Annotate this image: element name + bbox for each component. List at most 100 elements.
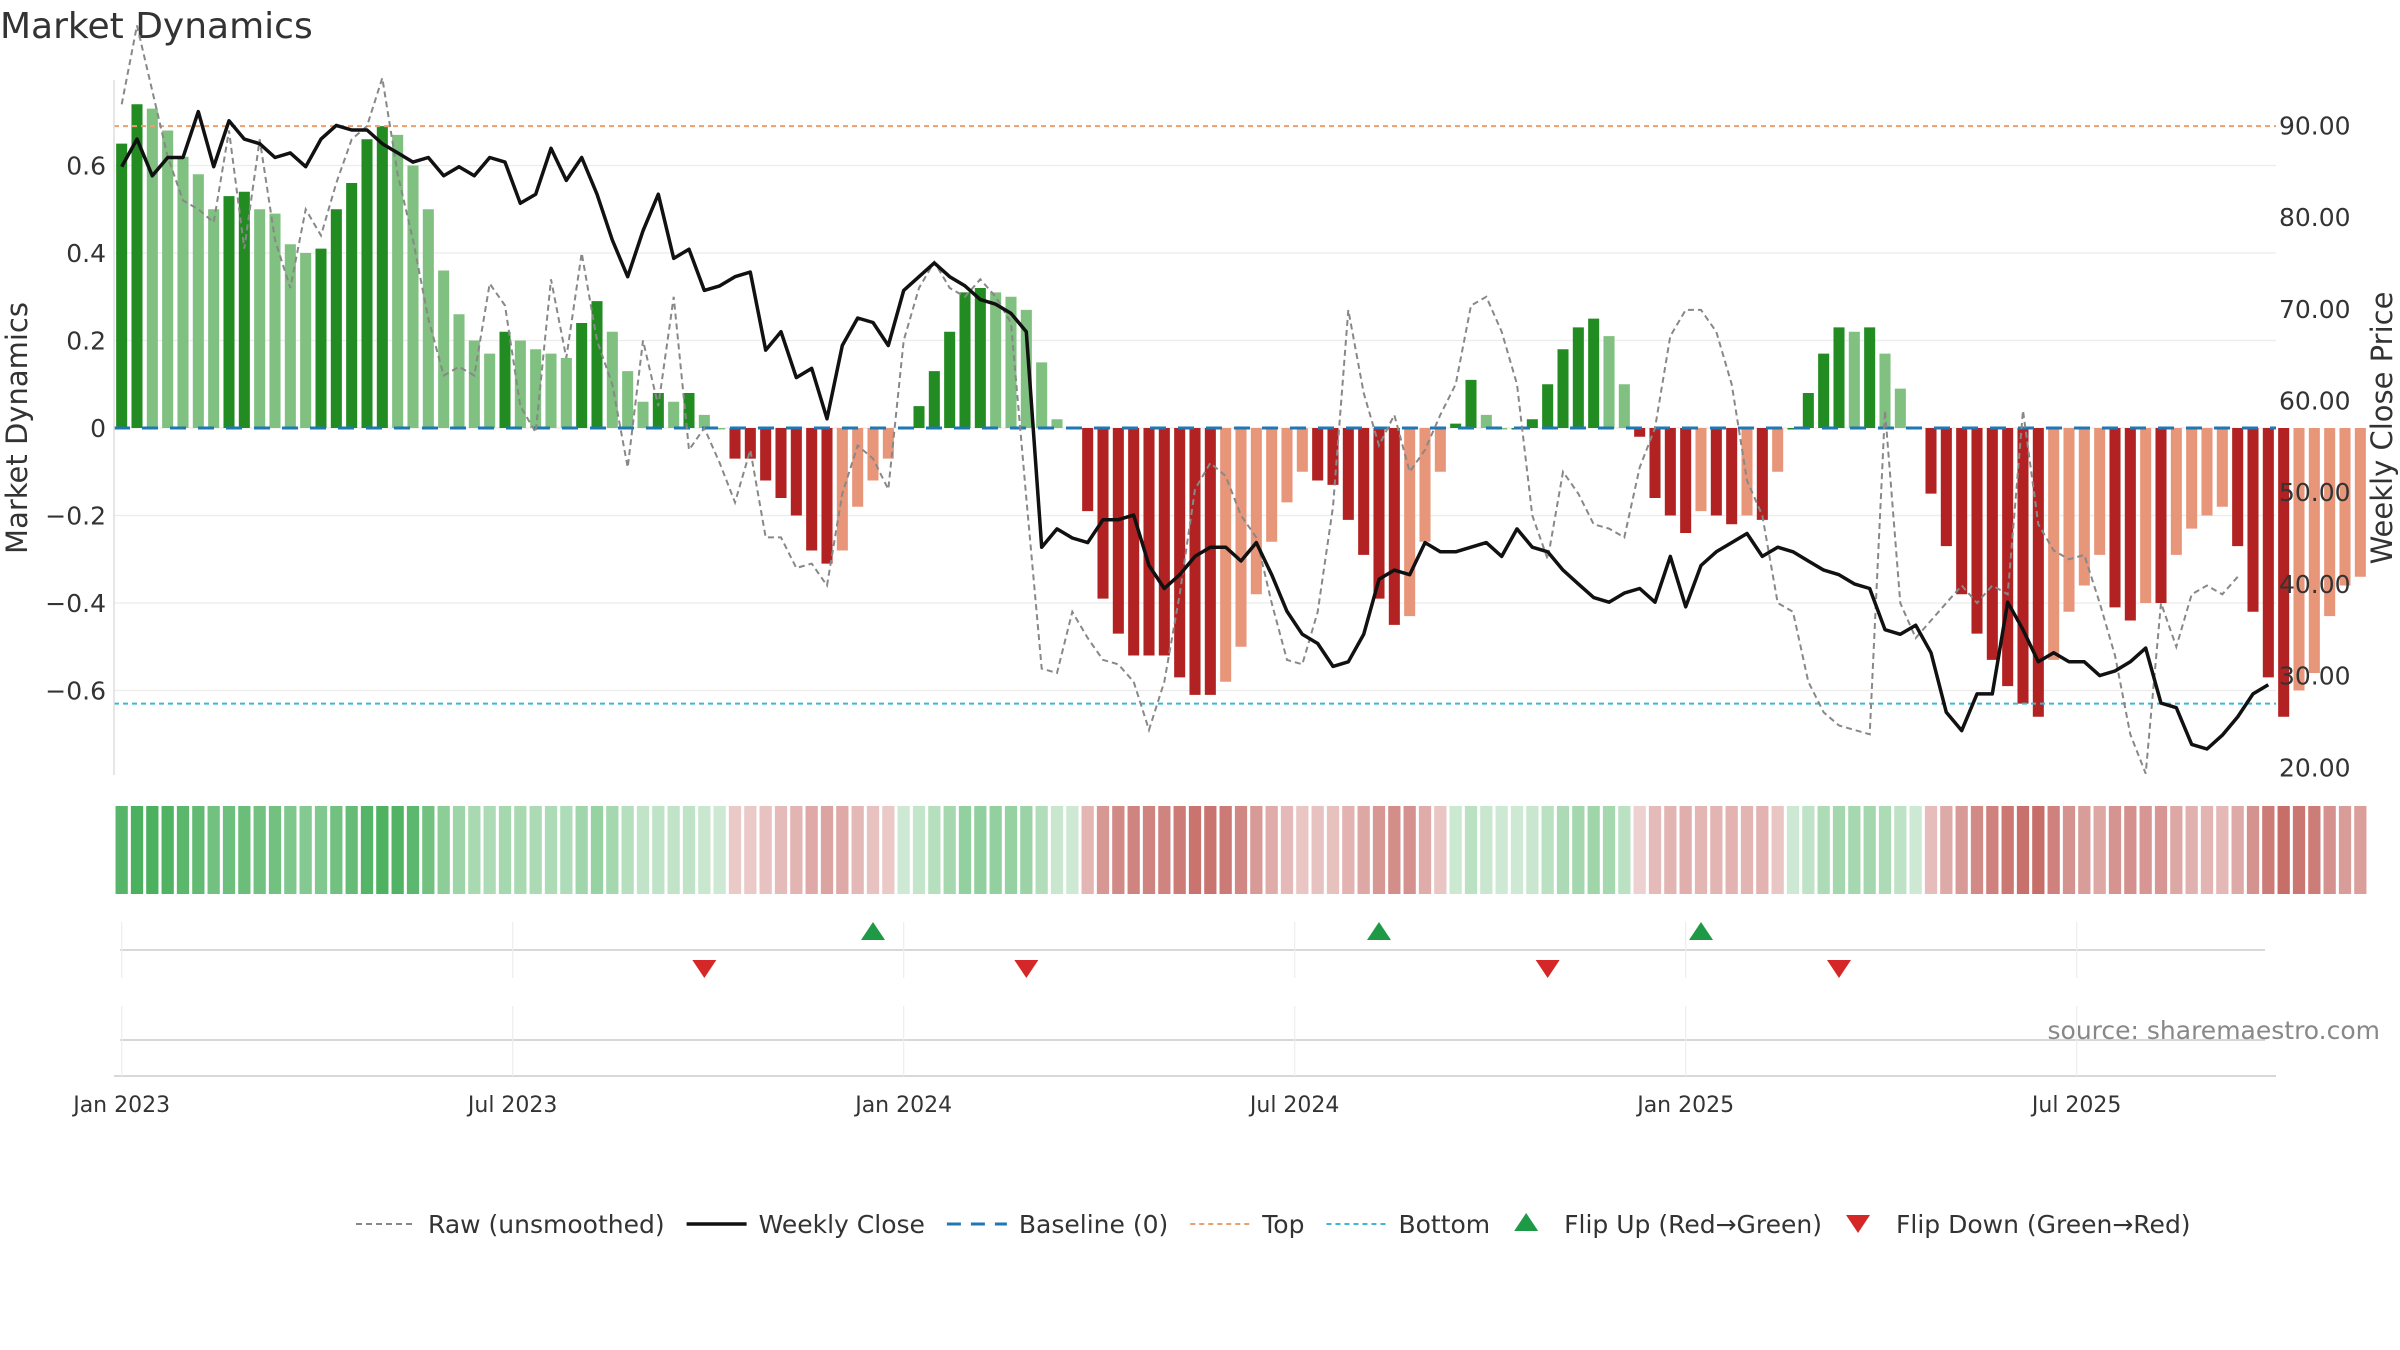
legend-label-flip_up: Flip Up (Red→Green) [1564,1210,1822,1239]
regime-cell-20 [422,806,435,894]
regime-cell-133 [2154,806,2168,894]
regime-cell-118 [1924,806,1938,894]
momentum-bar-63 [1082,428,1094,512]
momentum-bar-115 [1879,353,1891,428]
momentum-bar-23 [468,340,480,428]
legend-item-flip_down[interactable]: Flip Down (Green→Red) [1846,1210,2191,1239]
legend-label-raw: Raw (unsmoothed) [428,1210,665,1239]
regime-cell-124 [2016,806,2030,894]
regime-cell-29 [560,806,573,894]
legend-label-close: Weekly Close [759,1210,925,1239]
momentum-bar-142 [2293,428,2305,691]
momentum-bar-86 [1434,428,1446,472]
momentum-bar-111 [1818,353,1830,428]
momentum-bar-47 [836,428,848,551]
momentum-bar-106 [1741,428,1753,516]
regime-cell-26 [514,806,527,894]
momentum-bar-131 [2124,428,2136,621]
regime-cell-97 [1602,806,1616,894]
momentum-bar-45 [806,428,818,551]
momentum-bar-36 [668,401,680,428]
legend-item-flip_up[interactable]: Flip Up (Red→Green) [1514,1210,1822,1239]
momentum-bar-118 [1925,428,1937,494]
momentum-bar-78 [1312,428,1324,481]
regime-cell-59 [1020,806,1033,894]
momentum-bar-126 [2048,428,2060,660]
momentum-bar-141 [2278,428,2290,717]
momentum-bar-114 [1864,327,1876,428]
momentum-bar-145 [2339,428,2351,586]
momentum-bar-38 [698,414,710,428]
flip-up-marker-49 [861,922,885,940]
momentum-bar-129 [2094,428,2106,555]
momentum-bar-7 [223,196,235,428]
momentum-bar-12 [300,253,312,428]
momentum-bar-40 [729,428,741,459]
y-left-tick-−0.2: −0.2 [45,502,106,531]
momentum-bar-37 [683,393,695,428]
regime-cell-67 [1142,806,1156,894]
regime-cell-57 [989,806,1002,894]
momentum-bar-66 [1128,428,1140,656]
regime-strip [115,806,2367,894]
regime-cell-117 [1909,806,1922,894]
momentum-bar-81 [1358,428,1370,555]
y-right-tick-50.00: 50.00 [2279,478,2351,507]
lower-panel [114,1006,2276,1077]
regime-cell-77 [1296,806,1309,894]
momentum-bar-96 [1588,318,1600,428]
flip-up-marker-82 [1367,922,1391,940]
momentum-bar-52 [913,406,925,428]
regime-cell-83 [1388,806,1401,894]
regime-cell-119 [1940,806,1953,894]
regime-cell-61 [1050,806,1064,894]
momentum-bar-140 [2262,428,2274,678]
regime-cell-95 [1572,806,1585,894]
legend-item-close[interactable]: Weekly Close [686,1210,925,1239]
legend-item-raw[interactable]: Raw (unsmoothed) [356,1210,665,1239]
regime-cell-32 [606,806,619,894]
momentum-bar-82 [1373,428,1385,599]
regime-cell-134 [2170,806,2183,894]
regime-cell-37 [682,806,696,894]
momentum-bar-87 [1450,423,1462,428]
flip-down-marker-59 [1014,960,1039,978]
regime-cell-30 [575,806,588,894]
y-left-tick-−0.6: −0.6 [45,677,106,706]
momentum-bar-121 [1971,428,1983,634]
momentum-bar-77 [1296,428,1308,472]
momentum-bar-69 [1174,428,1186,678]
regime-cell-114 [1863,806,1876,894]
legend[interactable]: Raw (unsmoothed) Weekly Close Baseline (0)… [356,1210,2191,1239]
regime-cell-9 [253,806,266,894]
legend-item-bottom[interactable]: Bottom [1326,1210,1490,1239]
regime-cell-79 [1326,806,1340,894]
regime-cell-109 [1786,806,1800,894]
momentum-bar-43 [775,428,787,498]
momentum-bar-31 [591,301,603,428]
regime-cell-94 [1556,806,1570,894]
momentum-bar-120 [1956,428,1968,595]
momentum-bar-101 [1664,428,1676,516]
momentum-bar-9 [254,209,266,428]
legend-item-baseline[interactable]: Baseline (0) [946,1210,1168,1239]
regime-cell-11 [284,806,297,894]
regime-cell-82 [1372,806,1386,894]
regime-cell-21 [437,806,450,894]
regime-cell-22 [452,806,466,894]
regime-cell-28 [544,806,558,894]
momentum-bar-58 [1005,296,1017,428]
y-left-tick-0: 0 [90,414,106,443]
momentum-bar-75 [1266,428,1278,542]
raw-line [120,25,2239,774]
momentum-bar-79 [1327,428,1339,485]
regime-cell-140 [2262,806,2275,894]
regime-cell-145 [2338,806,2352,894]
momentum-bar-108 [1772,428,1784,472]
momentum-bar-84 [1404,428,1416,617]
regime-cell-103 [1694,806,1708,894]
momentum-bar-26 [514,340,526,428]
chart-lines [114,25,2276,774]
legend-item-top[interactable]: Top [1190,1210,1304,1239]
momentum-bar-103 [1695,428,1707,512]
